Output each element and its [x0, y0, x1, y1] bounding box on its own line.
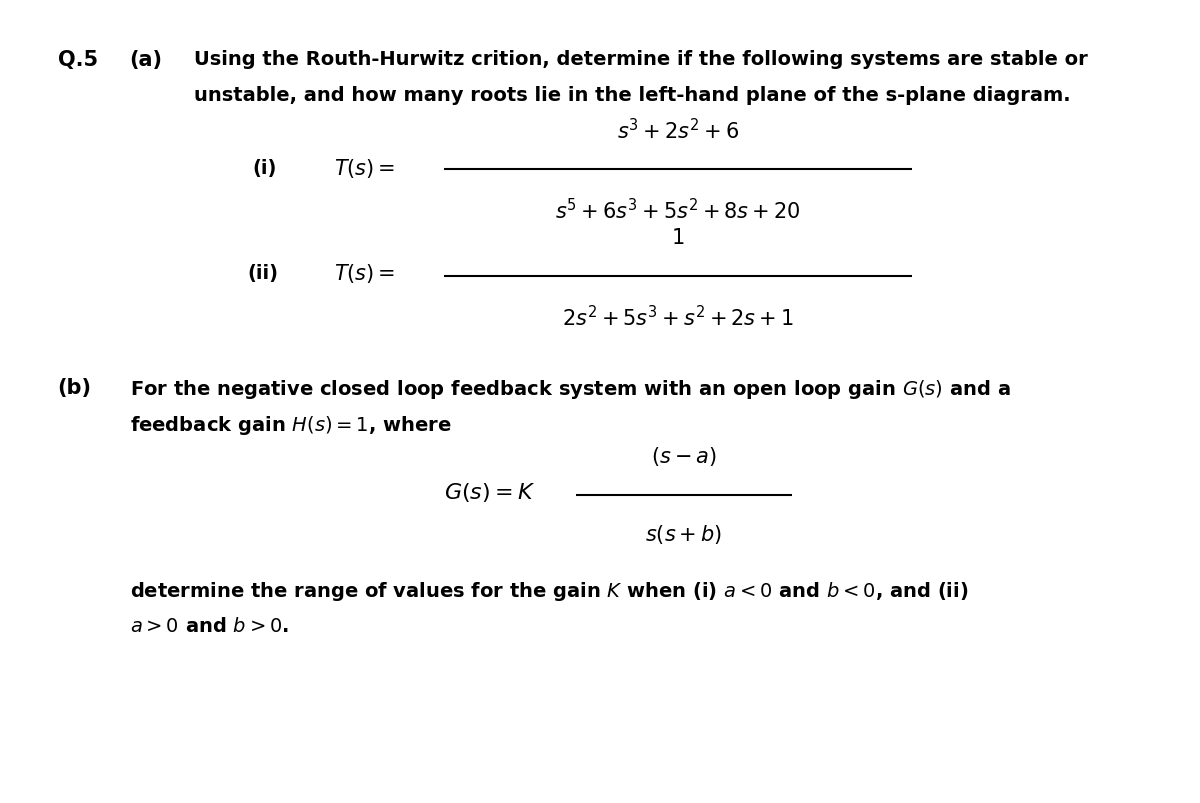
- Text: $s(s + b)$: $s(s + b)$: [646, 522, 722, 545]
- Text: (b): (b): [58, 377, 91, 397]
- Text: $2s^2 + 5s^3 + s^2 + 2s + 1$: $2s^2 + 5s^3 + s^2 + 2s + 1$: [562, 304, 794, 329]
- Text: $s^5 + 6s^3 + 5s^2 + 8s + 20$: $s^5 + 6s^3 + 5s^2 + 8s + 20$: [556, 198, 800, 222]
- Text: determine the range of values for the gain $K$ when (i) $a < 0$ and $b < 0$, and: determine the range of values for the ga…: [130, 580, 968, 603]
- Text: $T(s) =$: $T(s) =$: [334, 262, 395, 284]
- Text: (i): (i): [252, 159, 276, 178]
- Text: $a > 0$ and $b > 0$.: $a > 0$ and $b > 0$.: [130, 616, 288, 635]
- Text: $G(s) = K$: $G(s) = K$: [444, 480, 535, 503]
- Text: $1$: $1$: [671, 227, 685, 247]
- Text: (a): (a): [130, 50, 163, 70]
- Text: (ii): (ii): [247, 263, 278, 283]
- Text: For the negative closed loop feedback system with an open loop gain $G(s)$ and a: For the negative closed loop feedback sy…: [130, 377, 1010, 401]
- Text: $s^3 + 2s^2 + 6$: $s^3 + 2s^2 + 6$: [617, 118, 739, 143]
- Text: feedback gain $H(s) = 1$, where: feedback gain $H(s) = 1$, where: [130, 414, 451, 437]
- Text: Q.5: Q.5: [58, 50, 97, 70]
- Text: $T(s) =$: $T(s) =$: [334, 157, 395, 180]
- Text: unstable, and how many roots lie in the left-hand plane of the s-plane diagram.: unstable, and how many roots lie in the …: [194, 86, 1072, 105]
- Text: Using the Routh-Hurwitz crition, determine if the following systems are stable o: Using the Routh-Hurwitz crition, determi…: [194, 50, 1088, 69]
- Text: $(s - a)$: $(s - a)$: [652, 444, 716, 467]
